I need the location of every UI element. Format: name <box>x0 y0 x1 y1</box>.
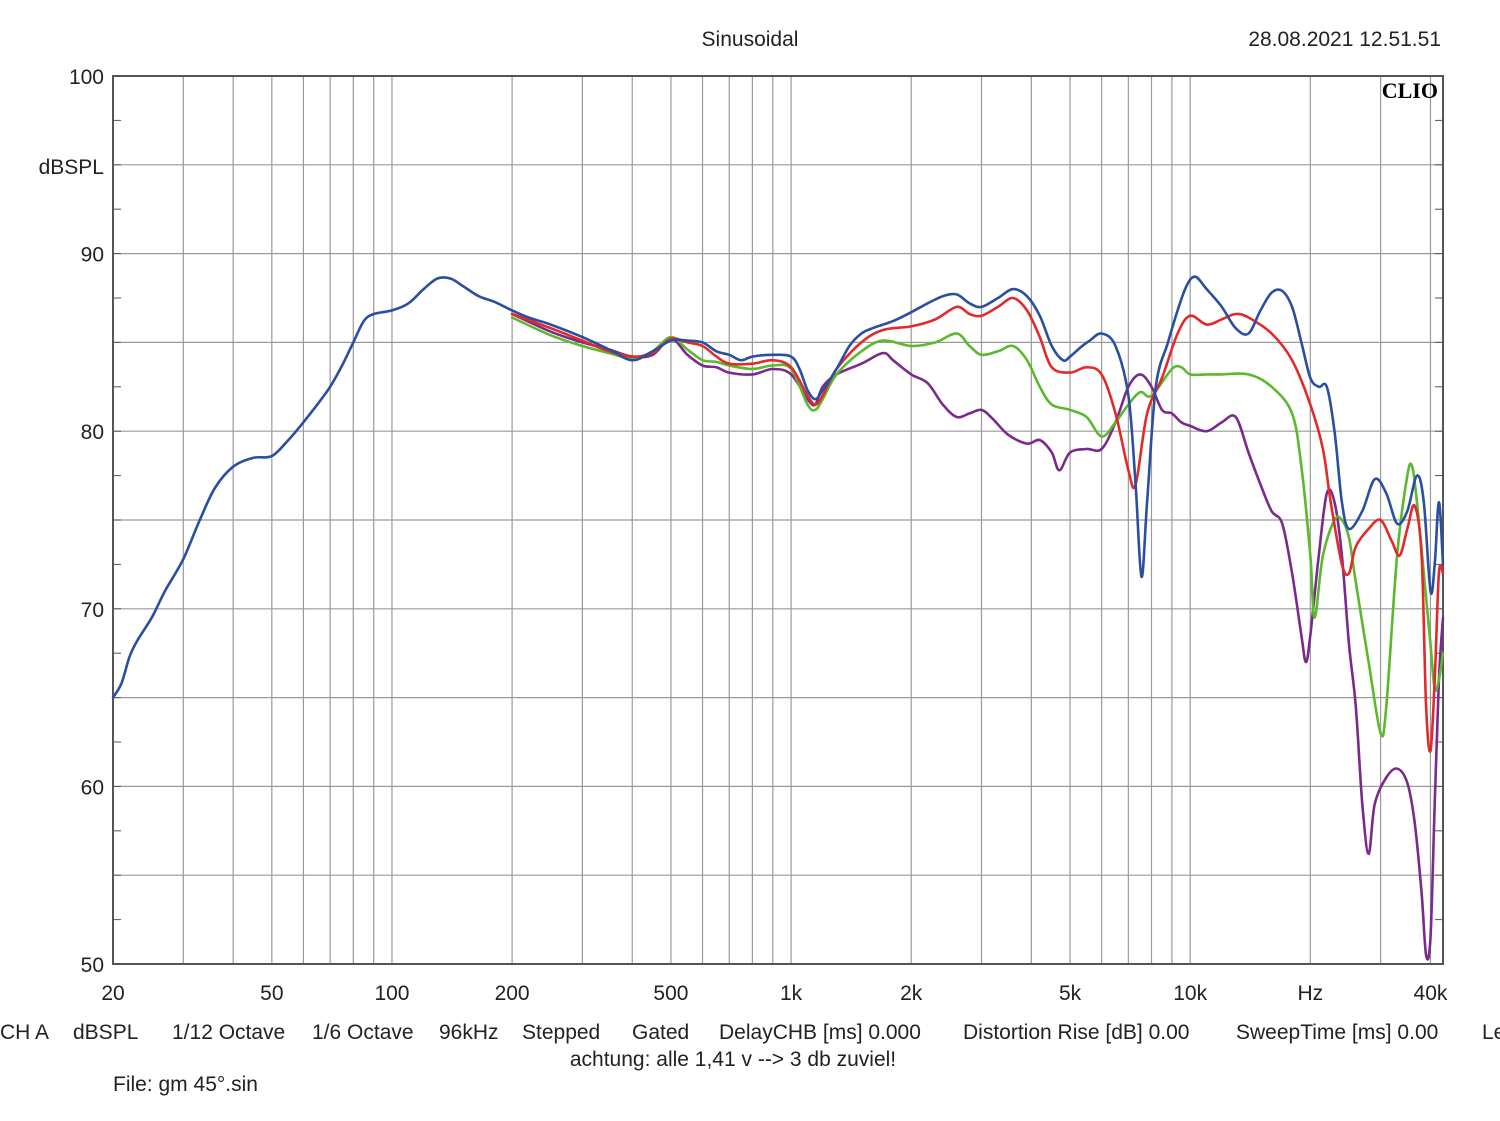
y-tick-label: 60 <box>81 776 104 799</box>
measurement-settings-row: CH A dBSPL 1/12 Octave 1/6 Octave 96kHz … <box>0 1021 1500 1044</box>
series-layer <box>111 275 1445 961</box>
x-tick-label: 10k <box>1173 982 1207 1005</box>
y-tick-label: 90 <box>81 244 104 267</box>
setting-truncated: Le <box>1482 1021 1500 1044</box>
x-tick-label: 50 <box>260 982 283 1005</box>
x-axis-ticks: 20 50 100 200 500 1k 2k 5k 10k Hz 40k <box>101 982 1448 1005</box>
y-axis-ticks: 100 90 80 70 60 50 <box>69 66 104 977</box>
setting-unit: dBSPL <box>73 1021 138 1044</box>
y-axis-label: dBSPL <box>39 156 104 179</box>
setting-distortion-rise: Distortion Rise [dB] 0.00 <box>963 1021 1189 1044</box>
series-line-3 <box>510 312 1445 961</box>
measurement-note: achtung: alle 1,41 v --> 3 db zuviel! <box>570 1048 896 1071</box>
series-line-0 <box>111 275 1445 699</box>
x-tick-label: 200 <box>495 982 530 1005</box>
setting-window: Gated <box>632 1021 689 1044</box>
setting-delay: DelayCHB [ms] 0.000 <box>719 1021 921 1044</box>
setting-sweep-type: Stepped <box>522 1021 600 1044</box>
plot-frame <box>112 75 1444 965</box>
x-tick-label: 1k <box>780 982 803 1005</box>
series-line-2 <box>510 316 1445 738</box>
grid-lines <box>113 75 1443 965</box>
clio-logo: CLIO <box>1382 78 1438 103</box>
x-tick-label: 20 <box>101 982 124 1005</box>
y-tick-label: 70 <box>81 599 104 622</box>
file-name-label: File: gm 45°.sin <box>113 1073 258 1096</box>
y-tick-label: 100 <box>69 66 104 89</box>
y-tick-label: 80 <box>81 421 104 444</box>
timestamp-label: 28.08.2021 12.51.51 <box>1248 28 1441 51</box>
x-tick-label: 2k <box>900 982 923 1005</box>
x-tick-label: 500 <box>653 982 688 1005</box>
x-tick-label: 40k <box>1414 982 1448 1005</box>
y-tick-label: 50 <box>81 954 104 977</box>
setting-sweep-time: SweepTime [ms] 0.00 <box>1236 1021 1438 1044</box>
x-tick-label: 100 <box>374 982 409 1005</box>
setting-sample-rate: 96kHz <box>439 1021 499 1044</box>
setting-channel: CH A <box>0 1021 49 1044</box>
x-tick-label: Hz <box>1297 982 1323 1005</box>
setting-resolution: 1/6 Octave <box>312 1021 414 1044</box>
series-line-1 <box>510 296 1445 753</box>
setting-smoothing: 1/12 Octave <box>172 1021 285 1044</box>
sweep-mode-label: Sinusoidal <box>702 28 799 51</box>
x-tick-label: 5k <box>1059 982 1082 1005</box>
